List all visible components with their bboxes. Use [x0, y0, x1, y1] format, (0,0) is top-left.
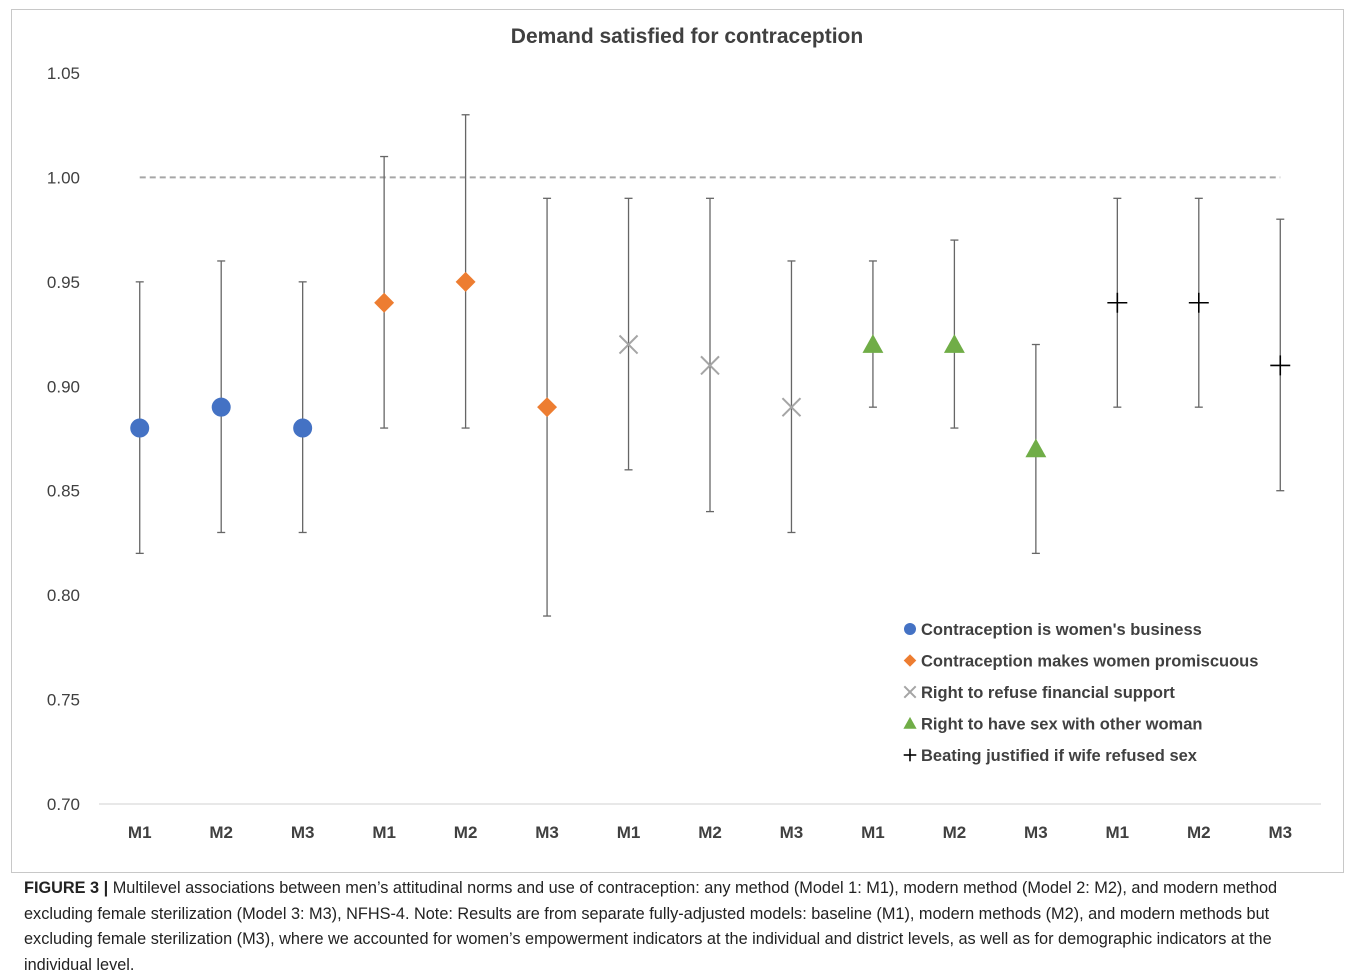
data-point	[130, 418, 150, 438]
error-bar	[135, 281, 144, 555]
y-tick-label: 0.75	[47, 691, 80, 710]
error-bar	[787, 260, 796, 534]
legend-label: Contraception is women's business	[921, 621, 1202, 639]
data-point	[943, 334, 965, 353]
legend-marker	[903, 748, 917, 762]
x-tick-label: M2	[698, 823, 722, 842]
x-tick-label: M3	[291, 823, 315, 842]
data-point	[1270, 355, 1291, 376]
axis-layer: 0.70 0.75 0.80 0.85 0.90 0.95 1.00 1.05 M1 M2 M3 M1…	[47, 64, 1321, 842]
legend-marker	[904, 623, 916, 635]
legend-label: Beating justified if wife refused sex	[921, 747, 1198, 765]
error-bar	[380, 155, 389, 429]
x-tick-label: M1	[128, 823, 152, 842]
data-point	[1107, 292, 1128, 313]
x-tick-label: M3	[535, 823, 559, 842]
x-tick-label: M1	[372, 823, 396, 842]
y-tick-label: 0.80	[47, 586, 80, 605]
error-bar	[298, 281, 307, 534]
y-tick-label: 1.00	[47, 168, 80, 187]
data-point	[455, 271, 476, 292]
x-tick-label: M2	[454, 823, 478, 842]
x-tick-label: M3	[780, 823, 804, 842]
data-point	[781, 397, 802, 417]
data-point	[618, 334, 639, 355]
error-bar	[624, 197, 633, 471]
figure-caption: FIGURE 3 | Multilevel associations betwe…	[24, 876, 1329, 978]
y-tick-label: 0.90	[47, 377, 80, 396]
legend-marker	[903, 716, 917, 729]
x-tick-label: M2	[1187, 823, 1211, 842]
data-point	[374, 292, 395, 313]
chart-svg: Demand satisfied for contraception 0.700…	[47, 25, 1321, 842]
x-tick-label: M1	[861, 823, 885, 842]
data-point	[1025, 438, 1047, 458]
legend-marker	[903, 685, 917, 699]
x-tick-label: M3	[1268, 823, 1292, 842]
marker-layer	[130, 271, 1291, 458]
chart-title: Demand satisfied for contraception	[511, 25, 863, 48]
legend-marker	[903, 654, 917, 667]
error-bar	[461, 114, 470, 429]
legend-label: Contraception makes women promiscuous	[921, 653, 1258, 671]
legend-label: Right to have sex with other woman	[921, 716, 1202, 734]
x-tick-label: M2	[209, 823, 233, 842]
x-tick-label: M1	[1106, 823, 1130, 842]
data-point	[700, 355, 720, 376]
error-bar	[1276, 218, 1285, 492]
error-bar	[706, 197, 714, 513]
x-tick-label: M2	[943, 823, 967, 842]
data-point	[293, 418, 313, 438]
data-point	[211, 397, 231, 417]
data-point	[537, 397, 558, 418]
y-tick-label: 1.05	[47, 64, 80, 83]
legend-label: Right to refuse financial support	[921, 684, 1175, 702]
caption-text: Multilevel associations between men’s at…	[24, 879, 1278, 974]
x-tick-label: M1	[617, 823, 641, 842]
chart-frame: Demand satisfied for contraception 0.70 0…	[11, 9, 1344, 873]
data-point	[1188, 292, 1209, 313]
legend: Contraception is women's business Contrac…	[903, 621, 1258, 765]
y-tick-label: 0.85	[47, 482, 80, 501]
x-tick-label: M3	[1024, 823, 1048, 842]
error-bar	[217, 260, 226, 534]
y-tick-label: 0.70	[47, 795, 80, 814]
y-tick-label: 0.95	[47, 273, 80, 292]
data-point	[862, 334, 884, 353]
caption-label: FIGURE 3 |	[24, 879, 109, 897]
